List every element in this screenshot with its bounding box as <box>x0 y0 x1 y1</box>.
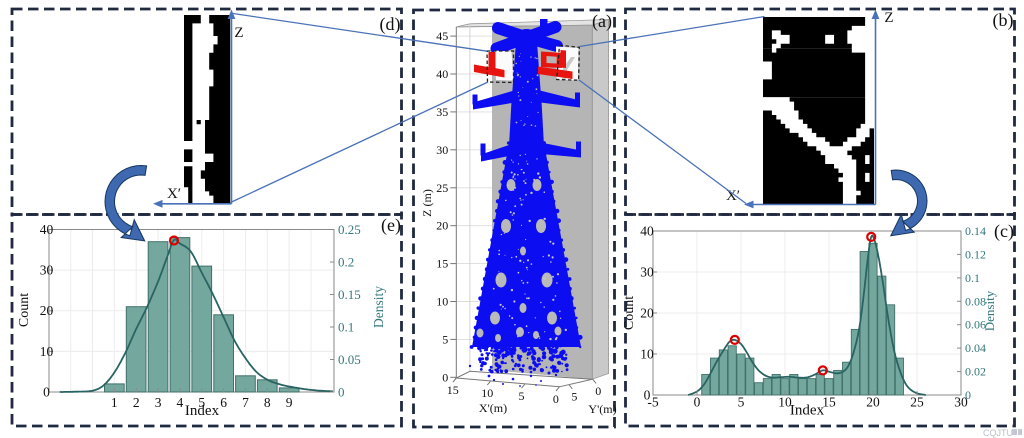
svg-text:5: 5 <box>571 390 577 404</box>
svg-text:0.25: 0.25 <box>338 222 361 237</box>
svg-text:15: 15 <box>822 395 836 410</box>
svg-text:0.04: 0.04 <box>965 341 986 355</box>
svg-text:0: 0 <box>442 370 448 384</box>
svg-text:10: 10 <box>778 395 792 410</box>
svg-text:Z (m): Z (m) <box>420 189 434 217</box>
svg-text:X′: X′ <box>167 186 181 202</box>
svg-text:Density: Density <box>982 290 997 331</box>
svg-text:9: 9 <box>286 395 293 410</box>
svg-text:10: 10 <box>481 386 493 400</box>
svg-text:0.02: 0.02 <box>965 365 986 379</box>
svg-text:45: 45 <box>436 29 448 43</box>
svg-text:25: 25 <box>910 395 924 410</box>
svg-text:20: 20 <box>866 395 880 410</box>
svg-text:(c): (c) <box>994 221 1014 242</box>
svg-text:0: 0 <box>644 388 651 403</box>
svg-text:Z: Z <box>884 10 893 26</box>
svg-text:0.12: 0.12 <box>965 247 986 261</box>
svg-text:(b): (b) <box>993 10 1014 31</box>
svg-text:30: 30 <box>640 265 654 280</box>
svg-text:20: 20 <box>436 219 448 233</box>
svg-text:Index: Index <box>185 403 220 419</box>
svg-text:40: 40 <box>40 222 54 237</box>
svg-text:4: 4 <box>177 395 184 410</box>
svg-text:0.1: 0.1 <box>965 271 980 285</box>
svg-text:1: 1 <box>111 395 118 410</box>
svg-text:0: 0 <box>595 384 601 398</box>
svg-text:5: 5 <box>442 332 448 346</box>
svg-text:0.14: 0.14 <box>965 224 986 238</box>
svg-text:2: 2 <box>133 395 140 410</box>
svg-text:25: 25 <box>436 181 448 195</box>
svg-text:30: 30 <box>954 395 968 410</box>
svg-text:10: 10 <box>640 347 654 362</box>
svg-text:0.08: 0.08 <box>965 294 986 308</box>
svg-text:Density: Density <box>371 286 386 328</box>
svg-text:Y'(m): Y'(m) <box>588 402 616 416</box>
svg-text:(d): (d) <box>380 14 401 35</box>
svg-text:-5: -5 <box>647 395 658 410</box>
svg-text:0.2: 0.2 <box>338 255 354 270</box>
svg-text:Count: Count <box>622 296 637 330</box>
svg-text:X'(m): X'(m) <box>479 401 507 415</box>
svg-text:Index: Index <box>790 403 825 419</box>
svg-text:20: 20 <box>40 303 54 318</box>
svg-text:40: 40 <box>640 224 654 239</box>
svg-text:35: 35 <box>436 105 448 119</box>
svg-text:5: 5 <box>519 389 525 403</box>
svg-text:0: 0 <box>338 385 345 400</box>
svg-text:0: 0 <box>43 385 50 400</box>
svg-text:6: 6 <box>220 395 227 410</box>
svg-text:7: 7 <box>242 395 249 410</box>
svg-text:0.05: 0.05 <box>338 352 361 367</box>
svg-text:10: 10 <box>40 344 54 359</box>
svg-text:8: 8 <box>264 395 271 410</box>
svg-text:(a): (a) <box>592 11 612 32</box>
svg-text:5: 5 <box>198 395 205 410</box>
svg-text:20: 20 <box>640 306 654 321</box>
svg-text:30: 30 <box>40 263 54 278</box>
svg-text:5: 5 <box>738 395 745 410</box>
svg-text:0: 0 <box>553 392 559 406</box>
svg-text:(e): (e) <box>381 215 401 236</box>
svg-text:15: 15 <box>436 257 448 271</box>
svg-text:15: 15 <box>447 383 459 397</box>
svg-text:0.15: 0.15 <box>338 287 361 302</box>
svg-text:40: 40 <box>436 67 448 81</box>
svg-text:10: 10 <box>436 295 448 309</box>
svg-text:30: 30 <box>436 143 448 157</box>
svg-text:0.1: 0.1 <box>338 320 354 335</box>
svg-text:0: 0 <box>694 395 701 410</box>
svg-text:CQJTU: CQJTU <box>983 428 1013 438</box>
svg-text:Count: Count <box>17 293 32 327</box>
svg-text:0.06: 0.06 <box>965 318 986 332</box>
svg-text:0: 0 <box>965 388 971 402</box>
svg-text:Z: Z <box>234 25 243 41</box>
svg-text:3: 3 <box>155 395 162 410</box>
